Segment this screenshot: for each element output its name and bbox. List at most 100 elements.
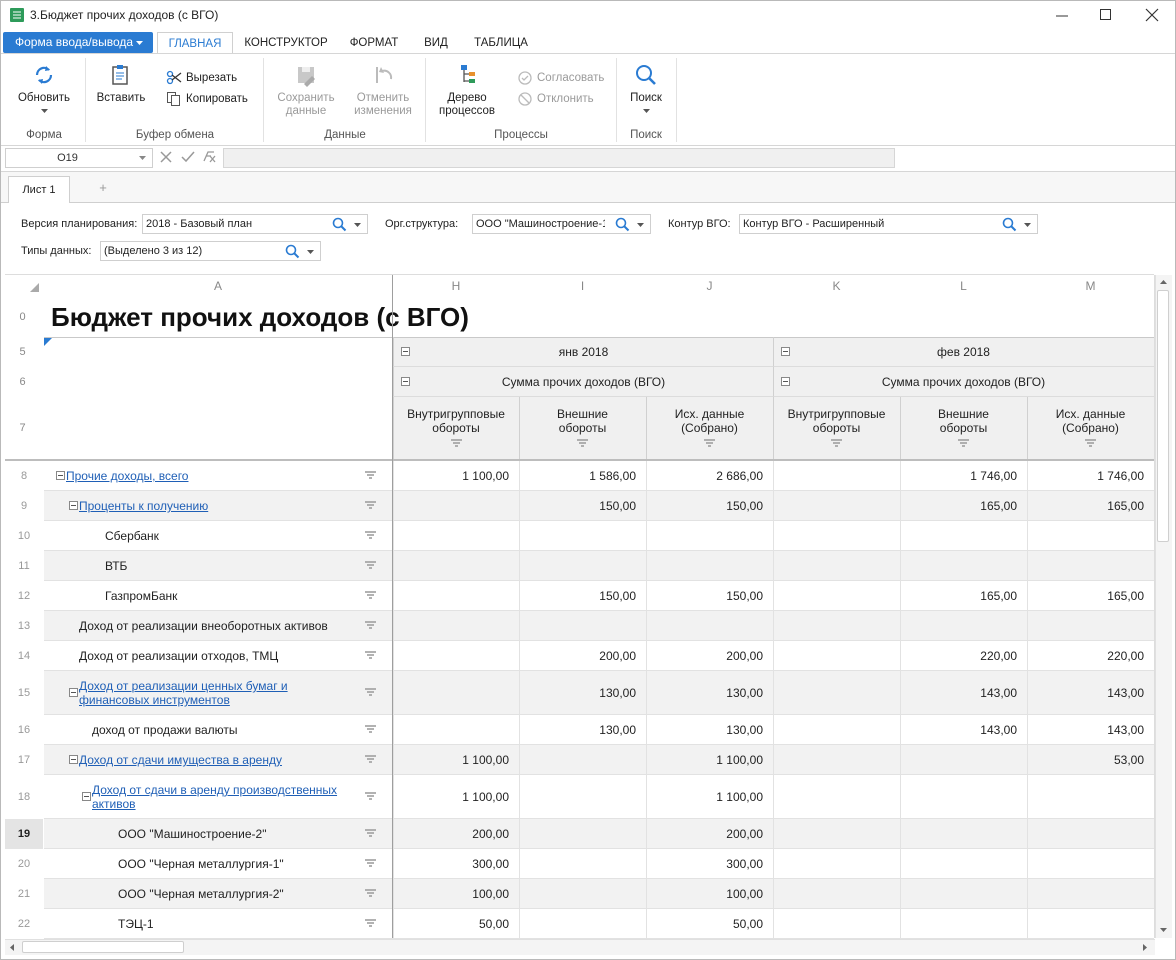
collapse-toggle[interactable]: [56, 471, 65, 480]
filter-field[interactable]: [100, 241, 321, 261]
cell-border: [900, 775, 901, 819]
cell-value: 220,00: [980, 649, 1017, 663]
insert-function[interactable]: [202, 151, 216, 163]
filter-icon[interactable]: [451, 439, 462, 449]
collapse-toggle[interactable]: [781, 347, 790, 356]
cell-border: [393, 551, 394, 581]
ribbon-tab[interactable]: ФОРМАТ: [349, 37, 399, 49]
filter-icon[interactable]: [958, 439, 969, 449]
dropdown-caret[interactable]: [136, 41, 143, 45]
search-icon[interactable]: [615, 217, 630, 232]
filter-icon[interactable]: [365, 501, 376, 511]
ribbon-button-icon[interactable]: [167, 92, 181, 106]
filter-field[interactable]: [739, 214, 1038, 234]
collapse-toggle[interactable]: [781, 377, 790, 386]
filter-icon[interactable]: [365, 651, 376, 661]
row-label[interactable]: Доход от реализации ценных бумаг и финан…: [79, 679, 288, 707]
confirm-edit[interactable]: [181, 151, 195, 163]
ribbon-tab[interactable]: ВИД: [424, 37, 448, 49]
dropdown-caret[interactable]: [41, 109, 48, 113]
ribbon-button[interactable]: Вставить: [96, 92, 146, 104]
menu-button[interactable]: Форма ввода/вывода: [3, 32, 153, 53]
filter-icon[interactable]: [365, 919, 376, 929]
collapse-toggle[interactable]: [401, 377, 410, 386]
ribbon-button[interactable]: Поиск: [630, 92, 662, 104]
horizontal-thumb[interactable]: [22, 941, 184, 953]
filter-icon[interactable]: [365, 859, 376, 869]
cancel-edit[interactable]: [160, 151, 172, 163]
row-label[interactable]: Доход от сдачи имущества в аренду: [79, 753, 282, 767]
row-label[interactable]: Прочие доходы, всего: [66, 469, 189, 483]
ribbon-button[interactable]: Дерево процессов: [438, 92, 495, 117]
search-icon[interactable]: [332, 217, 347, 232]
filter-icon[interactable]: [365, 792, 376, 802]
select-all-corner[interactable]: [30, 283, 39, 292]
ribbon-button[interactable]: Обновить: [17, 92, 71, 104]
filter-icon[interactable]: [365, 688, 376, 698]
filter-icon[interactable]: [831, 439, 842, 449]
filter-icon[interactable]: [1085, 439, 1096, 449]
cell-name-box[interactable]: [5, 148, 153, 168]
filter-icon[interactable]: [365, 889, 376, 899]
collapse-toggle[interactable]: [69, 688, 78, 697]
sheet-tab[interactable]: Лист 1: [8, 176, 70, 203]
ribbon-tab[interactable]: ГЛАВНАЯ: [157, 32, 233, 54]
search-icon[interactable]: [285, 244, 300, 259]
row-label[interactable]: Доход от сдачи в аренду производственных…: [92, 783, 338, 811]
cell-border: [519, 819, 520, 849]
filter-icon[interactable]: [365, 531, 376, 541]
dropdown-caret[interactable]: [643, 109, 650, 113]
column-header-label: Внешние обороты: [557, 407, 608, 435]
filter-icon[interactable]: [365, 471, 376, 481]
ribbon-button[interactable]: Копировать: [186, 93, 248, 105]
filter-icon[interactable]: [704, 439, 715, 449]
filter-icon[interactable]: [365, 591, 376, 601]
dropdown-caret[interactable]: [307, 250, 314, 254]
filter-icon[interactable]: [365, 725, 376, 735]
minimize-button[interactable]: [1056, 15, 1068, 17]
cell-border: [393, 819, 394, 849]
collapse-toggle[interactable]: [82, 792, 91, 801]
filter-icon[interactable]: [365, 621, 376, 631]
dropdown-caret[interactable]: [354, 223, 361, 227]
dropdown-caret[interactable]: [139, 156, 146, 160]
ribbon-button[interactable]: Вырезать: [186, 72, 238, 84]
scroll-left[interactable]: [10, 944, 14, 951]
ribbon-tab[interactable]: ТАБЛИЦА: [474, 37, 528, 49]
filter-field[interactable]: [472, 214, 651, 234]
ribbon-button-icon[interactable]: [455, 63, 479, 87]
filter-icon[interactable]: [365, 561, 376, 571]
cell-value: 1 100,00: [462, 753, 509, 767]
scroll-right[interactable]: [1143, 944, 1147, 951]
filter-icon[interactable]: [365, 829, 376, 839]
ribbon-button-icon[interactable]: [634, 63, 658, 87]
vertical-thumb[interactable]: [1157, 290, 1169, 542]
ribbon-tab[interactable]: КОНСТРУКТОР: [244, 37, 328, 49]
collapse-toggle[interactable]: [69, 755, 78, 764]
formula-input[interactable]: [223, 148, 895, 168]
ribbon-separator: [425, 58, 426, 142]
dropdown-caret[interactable]: [637, 223, 644, 227]
row-number: 8: [20, 470, 28, 482]
filter-icon[interactable]: [365, 755, 376, 765]
add-sheet-button[interactable]: +: [99, 180, 107, 195]
horizontal-scrollbar[interactable]: [5, 939, 1155, 955]
cell-border: [519, 849, 520, 879]
filter-icon[interactable]: [577, 439, 588, 449]
ribbon-button-icon[interactable]: [166, 70, 182, 85]
scroll-down[interactable]: [1160, 928, 1167, 932]
close-button[interactable]: [1145, 8, 1159, 22]
row-label[interactable]: Проценты к получению: [79, 499, 209, 513]
scroll-up[interactable]: [1160, 280, 1167, 284]
ribbon-button-icon[interactable]: [109, 63, 133, 87]
dropdown-caret[interactable]: [1024, 223, 1031, 227]
cell-border: [519, 879, 520, 909]
cell-value: 165,00: [980, 499, 1017, 513]
filter-field[interactable]: [142, 214, 368, 234]
cell-value: 165,00: [1107, 589, 1144, 603]
collapse-toggle[interactable]: [401, 347, 410, 356]
search-icon[interactable]: [1002, 217, 1017, 232]
ribbon-button-icon[interactable]: [32, 63, 56, 87]
maximize-button[interactable]: [1100, 9, 1111, 20]
collapse-toggle[interactable]: [69, 501, 78, 510]
